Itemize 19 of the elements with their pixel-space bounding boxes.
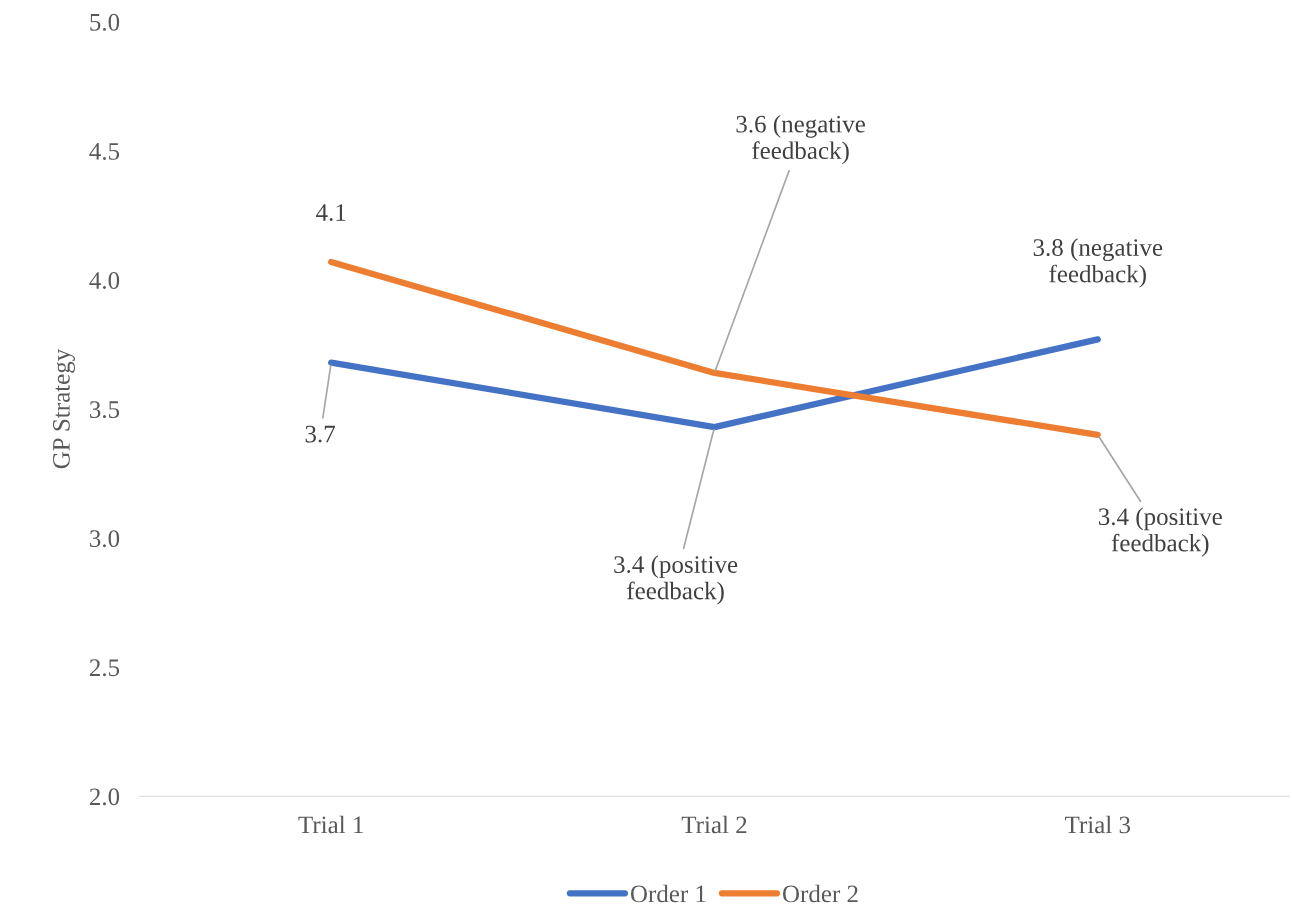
y-tick-label: 2.0 (89, 788, 120, 806)
x-tick-label: Trial 1 (298, 815, 363, 834)
data-label: 3.4 (positive feedback) (1098, 507, 1222, 557)
data-label: 3.7 (305, 425, 335, 443)
x-tick-label: Trial 2 (681, 815, 747, 834)
data-label: 3.6 (negative feedback) (736, 114, 865, 165)
y-tick-label: 2.5 (89, 659, 120, 677)
data-label: 4.1 (316, 204, 346, 222)
data-label: 3.8 (negative feedback) (1033, 238, 1163, 288)
y-tick-label: 5.0 (90, 13, 120, 31)
y-tick-label: 3.5 (90, 401, 120, 419)
y-tick-label: 3.0 (90, 530, 120, 548)
y-tick-label: 4.5 (89, 143, 120, 160)
y-axis-title: GP Strategy (53, 348, 75, 469)
x-tick-label: Trial 3 (1064, 815, 1131, 834)
data-label: 3.4 (positive feedback) (614, 555, 738, 605)
legend-label: Order 2 (783, 884, 858, 903)
y-tick-label: 4.0 (89, 272, 120, 289)
legend-label: Order 1 (630, 884, 706, 903)
